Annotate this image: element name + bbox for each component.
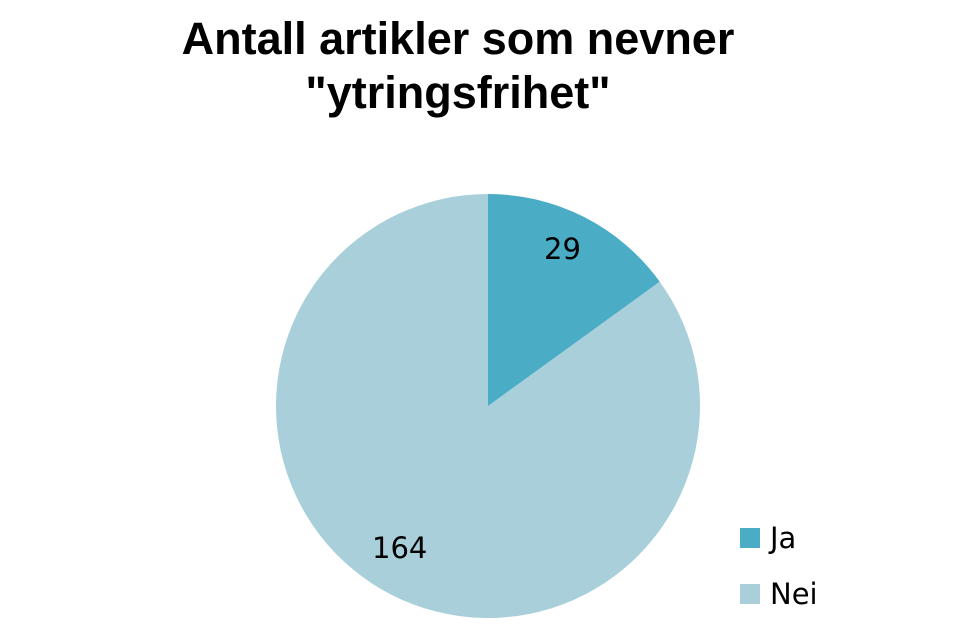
- legend-label-nei: Nei: [770, 577, 818, 611]
- data-label-ja: 29: [544, 232, 581, 266]
- data-label-nei: 164: [372, 531, 428, 565]
- chart-title: Antall artikler som nevner "ytringsfrihe…: [0, 12, 916, 120]
- chart-title-line-1: Antall artikler som nevner: [181, 13, 735, 64]
- legend: Ja Nei: [740, 510, 818, 622]
- legend-item-ja: Ja: [740, 510, 818, 566]
- legend-label-ja: Ja: [770, 521, 797, 555]
- chart-title-line-2: "ytringsfrihet": [305, 67, 611, 118]
- legend-swatch-nei: [740, 584, 760, 604]
- legend-swatch-ja: [740, 528, 760, 548]
- pie-slice-ja: [488, 194, 660, 406]
- legend-item-nei: Nei: [740, 566, 818, 622]
